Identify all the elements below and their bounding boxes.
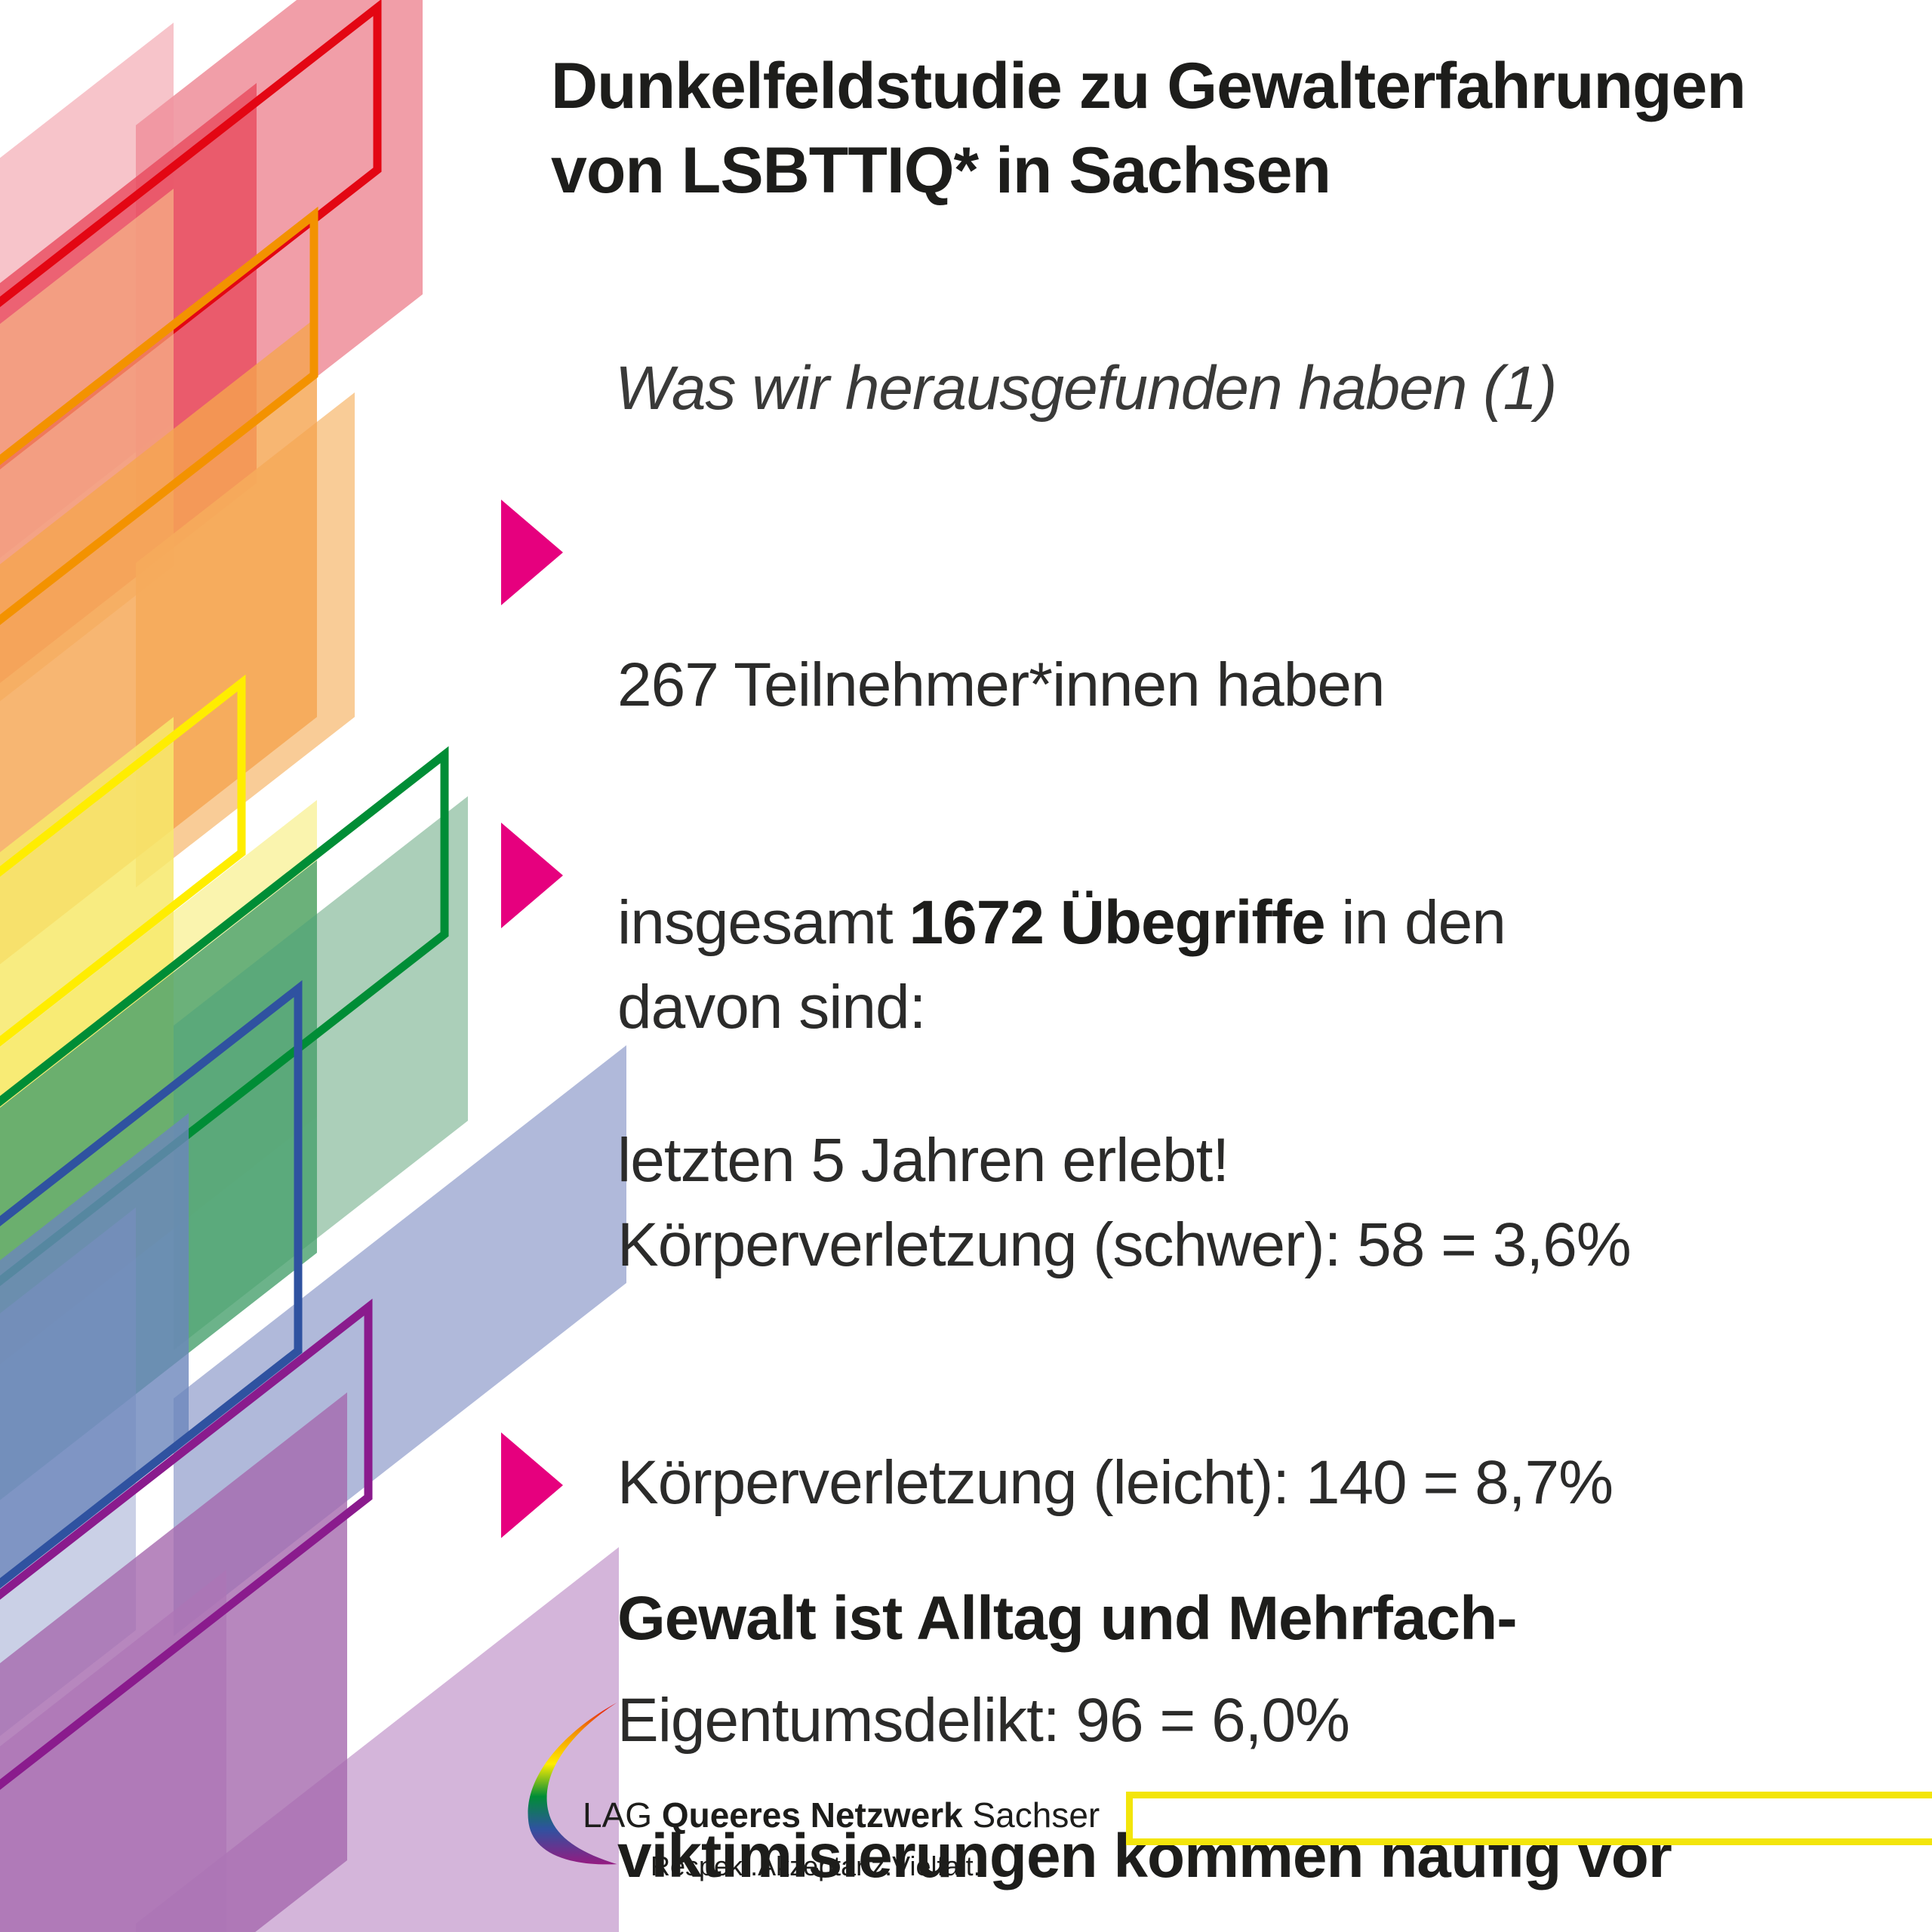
bullet-2-intro: davon sind: <box>617 973 926 1041</box>
page-title: Dunkelfeldstudie zu Gewalterfahrungen vo… <box>551 44 1746 213</box>
bullet-1-line3: letzten 5 Jahren erlebt! <box>617 1126 1229 1195</box>
bullet-1-line1: 267 Teilnehmer*innen haben <box>617 651 1386 719</box>
bullet-triangle-icon <box>501 500 563 605</box>
bullet-1-line2-bold: 1672 Übegriffe <box>909 888 1326 957</box>
logo-text-post: Sachser <box>962 1795 1100 1835</box>
logo-text: LAG Queeres Netzwerk Sachser <box>583 1795 1100 1835</box>
red-outline-parallelogram <box>0 0 382 469</box>
bullet-2-text: davon sind: Körperverletzung (schwer): 5… <box>617 809 1632 1932</box>
yellow-outlined-box <box>1126 1792 1932 1845</box>
purple-outline-parallelogram <box>0 1298 373 1790</box>
logo-text-pre: LAG <box>583 1795 662 1835</box>
bullet-1-line2-pre: insgesamt <box>617 888 909 957</box>
purple-fill-medium <box>0 1392 347 1932</box>
swoosh-crescent <box>528 1702 617 1865</box>
lag-logo-swoosh-icon <box>528 1702 617 1865</box>
blue-outline-parallelogram <box>0 980 303 1589</box>
logo-text-bold: Queeres Netzwerk <box>661 1795 963 1835</box>
orange-outline-parallelogram <box>0 206 318 626</box>
bullet-1-line2-post: in den <box>1324 888 1506 957</box>
bullet-triangle-icon <box>501 823 563 928</box>
stat-line: Bedrohung: 349 = 21,8% <box>617 1918 1631 1932</box>
green-outline-parallelogram <box>0 746 449 1287</box>
page-title-line1: Dunkelfeldstudie zu Gewalterfahrungen <box>551 50 1746 122</box>
bullet-3-line1: Gewalt ist Alltag und Mehrfach- <box>617 1584 1518 1653</box>
subtitle: Was wir herausgefunden haben (1) <box>615 354 1557 423</box>
bullet-1-line2: insgesamt 1672 Übegriffe in den <box>617 883 1506 962</box>
rainbow-decoration <box>0 0 626 1932</box>
stat-line: Körperverletzung (schwer): 58 = 3,6% <box>617 1211 1632 1279</box>
yellow-outline-parallelogram <box>0 674 246 1047</box>
stat-line: Eigentumsdelikt: 96 = 6,0% <box>617 1686 1350 1755</box>
blue-fill-medium <box>0 1113 189 1585</box>
bullet-triangle-icon <box>501 1432 563 1538</box>
stat-line: Körperverletzung (leicht): 140 = 8,7% <box>617 1448 1614 1517</box>
page-title-line2: von LSBTTIQ* in Sachsen <box>551 134 1331 207</box>
bullet-1-text: 267 Teilnehmer*innen haben insgesamt 167… <box>617 487 1506 1358</box>
logo-tagline: Respekt.Akzeptanz.Vielfalt. <box>651 1850 981 1881</box>
